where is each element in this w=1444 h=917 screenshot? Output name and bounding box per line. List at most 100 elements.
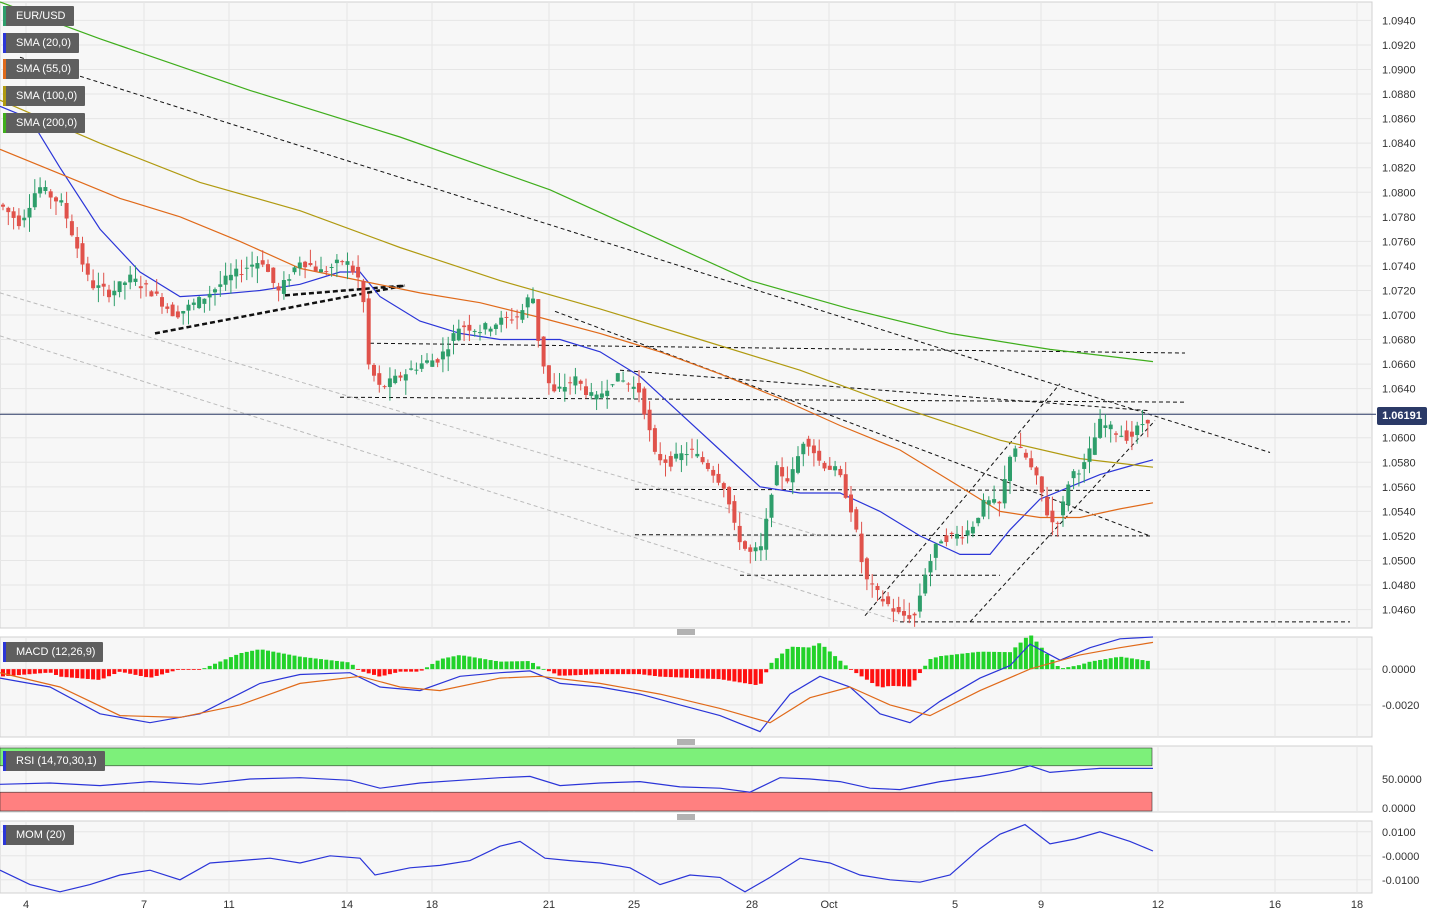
candle-body (668, 456, 673, 467)
mom-badge[interactable]: MOM (20) (3, 825, 74, 845)
macd-histogram-bar (769, 662, 774, 670)
candle-body (949, 532, 954, 534)
macd-histogram-bar (133, 669, 138, 675)
macd-histogram-bar (843, 665, 848, 670)
candle-body (64, 202, 69, 219)
candle-body (165, 306, 170, 309)
candle-body (562, 387, 567, 392)
macd-histogram-bar (1103, 659, 1108, 670)
candle-body (1092, 437, 1097, 455)
candle-body (859, 533, 864, 563)
candle-body (626, 383, 631, 385)
candle-body (610, 384, 615, 386)
candle-body (902, 611, 906, 616)
trend-line (864, 383, 1061, 617)
macd-histogram-bar (621, 669, 626, 675)
candle-body (435, 359, 440, 363)
macd-histogram-bar (1013, 647, 1018, 670)
macd-histogram-bar (213, 663, 217, 670)
candle-body (1023, 452, 1028, 458)
macd-histogram-bar (281, 653, 286, 670)
candle-body (886, 596, 891, 605)
y-tick-label: 1.0900 (1382, 65, 1416, 77)
sma-100-badge[interactable]: SMA (100,0) (3, 86, 86, 106)
sma-20-badge[interactable]: SMA (20,0) (3, 33, 80, 53)
candle-body (939, 541, 944, 544)
candle-body (753, 547, 758, 552)
macd-histogram-bar (69, 669, 74, 678)
sma-55-badge[interactable]: SMA (55,0) (3, 59, 80, 79)
candle-body (552, 384, 557, 392)
macd-histogram-bar (1002, 652, 1007, 670)
macd-histogram-bar (234, 654, 239, 670)
candle-body (1119, 435, 1124, 437)
rsi-overbought-zone (0, 747, 1153, 767)
rsi-label: RSI (14,70,30,1) (16, 755, 97, 767)
macd-histogram-bar (838, 660, 843, 670)
macd-histogram-bar (976, 651, 981, 670)
x-tick-label: 18 (426, 899, 438, 911)
sma-20-stripe (3, 33, 6, 53)
candle-body (605, 390, 610, 397)
symbol-label: EUR/USD (16, 10, 66, 22)
candle-body (790, 469, 795, 483)
macd-histogram-bar (38, 669, 43, 674)
candlesticks[interactable] (1, 177, 1150, 627)
macd-histogram-bar (377, 669, 382, 677)
mom-tick-label: 0.0100 (1382, 827, 1416, 839)
candle-body (266, 264, 270, 272)
candle-body (414, 369, 419, 371)
macd-histogram-bar (303, 657, 308, 670)
candle-body (1066, 484, 1071, 506)
macd-histogram-bar (515, 661, 520, 670)
candle-body (1050, 510, 1055, 523)
macd-histogram-bar (361, 669, 366, 672)
symbol-badge[interactable]: EUR/USD (3, 6, 74, 26)
macd-histogram-bar (827, 651, 832, 670)
candle-body (154, 291, 159, 294)
candle-body (684, 454, 689, 456)
macd-histogram-bar (536, 666, 541, 670)
candle-body (462, 325, 467, 328)
macd-histogram-bar (160, 669, 164, 675)
macd-histogram-bar (393, 669, 398, 673)
rsi-badge[interactable]: RSI (14,70,30,1) (3, 751, 105, 771)
rsi-tick-label: 50.0000 (1382, 774, 1422, 786)
candle-body (181, 311, 186, 314)
candle-body (515, 316, 520, 318)
macd-histogram-bar (292, 655, 297, 670)
y-tick-label: 1.0680 (1382, 335, 1416, 347)
candle-body (774, 465, 779, 486)
sma-100-stripe (3, 86, 6, 106)
trend-line (554, 310, 1151, 537)
macd-histogram-bar (223, 659, 228, 670)
macd-histogram-bar (340, 661, 345, 670)
macd-histogram-bar (170, 669, 175, 672)
macd-histogram-bar (822, 646, 827, 670)
candle-body (1103, 425, 1108, 428)
macd-histogram-bar (721, 669, 726, 680)
candle-body (1129, 431, 1134, 437)
macd-histogram-bar (764, 669, 769, 673)
macd-badge[interactable]: MACD (12,26,9) (3, 642, 104, 662)
macd-histogram-bar (472, 657, 477, 670)
candle-body (218, 284, 223, 287)
candle-body (80, 243, 85, 265)
macd-histogram-bar (811, 645, 816, 670)
macd-histogram-bar (626, 669, 631, 675)
macd-histogram-bar (356, 669, 361, 670)
macd-histogram-bar (1135, 659, 1140, 670)
candle-body (997, 501, 1002, 504)
candle-body (965, 530, 970, 536)
macd-histogram-bar (1029, 635, 1034, 670)
candle-body (970, 526, 975, 534)
candle-body (493, 324, 498, 329)
candle-body (276, 286, 281, 291)
candle-body (573, 376, 578, 386)
rsi-line (0, 765, 1153, 793)
candle-body (621, 380, 626, 382)
candle-body (525, 297, 530, 308)
sma-200-badge[interactable]: SMA (200,0) (3, 113, 86, 133)
sma-55-label: SMA (55,0) (16, 63, 72, 75)
